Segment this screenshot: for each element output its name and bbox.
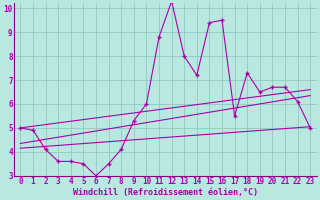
X-axis label: Windchill (Refroidissement éolien,°C): Windchill (Refroidissement éolien,°C) — [73, 188, 258, 197]
